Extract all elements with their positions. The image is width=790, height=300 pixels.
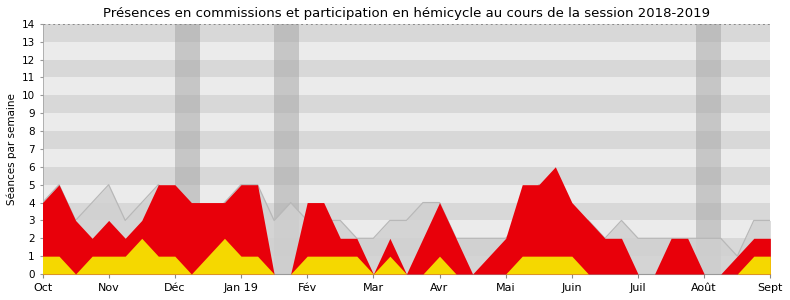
Bar (43, 77, 770, 95)
Bar (175, 24, 200, 274)
Title: Présences en commissions et participation en hémicycle au cours de la session 20: Présences en commissions et participatio… (103, 7, 710, 20)
Bar (43, 202, 770, 220)
Bar (43, 60, 770, 77)
Bar (43, 42, 770, 60)
Bar (43, 256, 770, 274)
Bar (43, 95, 770, 113)
Bar (43, 149, 770, 167)
Bar (43, 113, 770, 131)
Bar (274, 24, 299, 274)
Bar (43, 220, 770, 238)
Bar (43, 131, 770, 149)
Bar (43, 167, 770, 185)
Bar (43, 6, 770, 24)
Bar (43, 238, 770, 256)
Bar (43, 24, 770, 42)
Bar (696, 24, 720, 274)
Y-axis label: Séances par semaine: Séances par semaine (7, 93, 17, 205)
Bar (43, 185, 770, 203)
